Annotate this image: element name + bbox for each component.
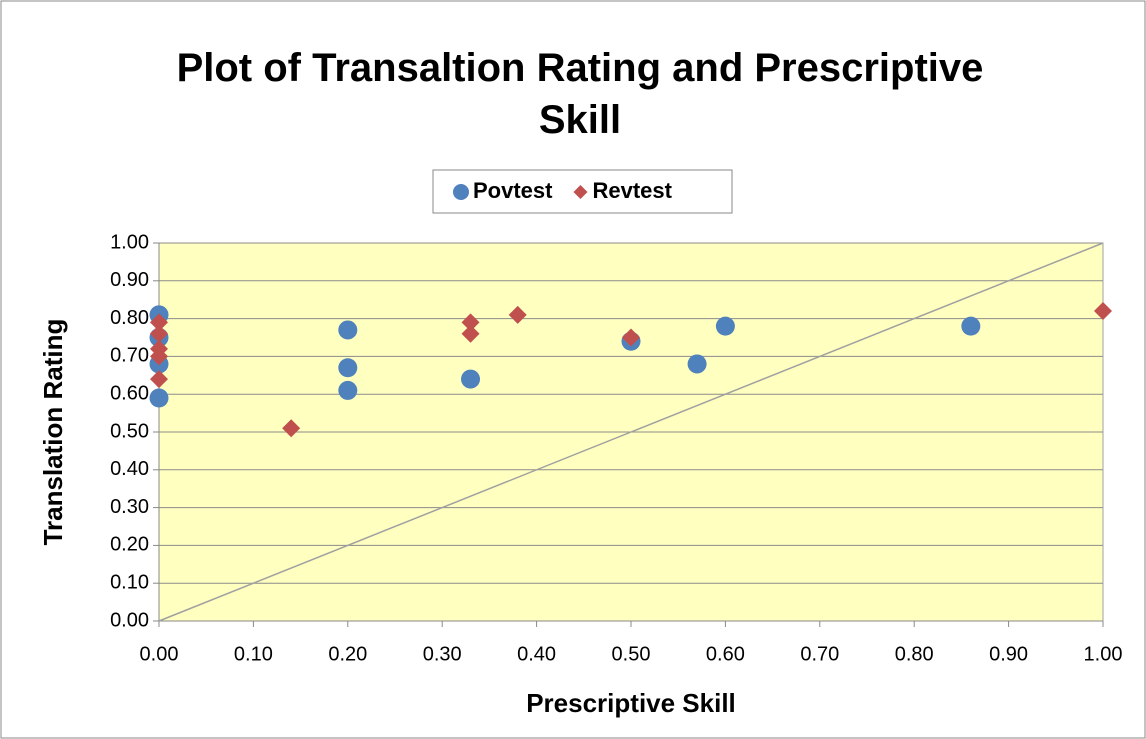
x-tick-label: 0.90 bbox=[989, 643, 1028, 665]
y-tick-label: 0.30 bbox=[110, 496, 149, 518]
y-tick-label: 0.10 bbox=[110, 571, 149, 593]
y-tick-label: 0.90 bbox=[110, 269, 149, 291]
point bbox=[1094, 302, 1112, 321]
x-tick-label: 0.10 bbox=[234, 643, 273, 665]
x-axis-label: Prescriptive Skill bbox=[526, 688, 736, 718]
y-tick-label: 0.20 bbox=[110, 534, 149, 556]
point bbox=[461, 369, 481, 389]
legend-marker bbox=[573, 185, 588, 199]
point bbox=[150, 370, 168, 389]
y-tick-label: 0.70 bbox=[110, 345, 149, 367]
y-tick-label: 0.60 bbox=[110, 382, 149, 404]
x-tick-label: 0.50 bbox=[612, 643, 651, 665]
point bbox=[150, 347, 168, 366]
point bbox=[282, 419, 301, 438]
reference-line bbox=[158, 242, 1104, 622]
point bbox=[461, 313, 480, 332]
y-tick-label: 0.40 bbox=[110, 458, 149, 480]
point bbox=[338, 358, 358, 378]
legend-label: Povtest bbox=[473, 178, 553, 203]
point bbox=[150, 313, 168, 332]
y-tick-label: 0.50 bbox=[110, 420, 149, 442]
point bbox=[715, 316, 735, 336]
legend-marker bbox=[453, 184, 469, 200]
legend-box bbox=[432, 169, 733, 214]
x-tick-label: 0.00 bbox=[140, 643, 179, 665]
point bbox=[149, 388, 169, 408]
y-axis-label: Translation Rating bbox=[38, 319, 68, 546]
point bbox=[461, 324, 480, 343]
point bbox=[508, 305, 527, 324]
x-tick-label: 0.80 bbox=[895, 643, 934, 665]
y-tick-label: 0.80 bbox=[110, 307, 149, 329]
x-tick-label: 1.00 bbox=[1084, 643, 1123, 665]
x-tick-label: 0.20 bbox=[328, 643, 367, 665]
y-tick-label: 0.00 bbox=[110, 609, 149, 631]
x-tick-label: 0.70 bbox=[800, 643, 839, 665]
point bbox=[622, 328, 640, 347]
y-tick-label: 1.00 bbox=[110, 231, 149, 253]
point bbox=[338, 320, 358, 340]
x-tick-label: 0.40 bbox=[517, 643, 556, 665]
x-tick-label: 0.30 bbox=[423, 643, 462, 665]
chart-title: Plot of Transaltion Rating and Prescript… bbox=[176, 46, 984, 142]
point bbox=[150, 324, 168, 343]
point bbox=[687, 354, 707, 374]
point bbox=[961, 316, 981, 336]
legend: Povtest Revtest bbox=[432, 169, 733, 214]
legend-label: Revtest bbox=[592, 178, 672, 203]
x-tick-label: 0.60 bbox=[706, 643, 745, 665]
point bbox=[338, 380, 358, 400]
